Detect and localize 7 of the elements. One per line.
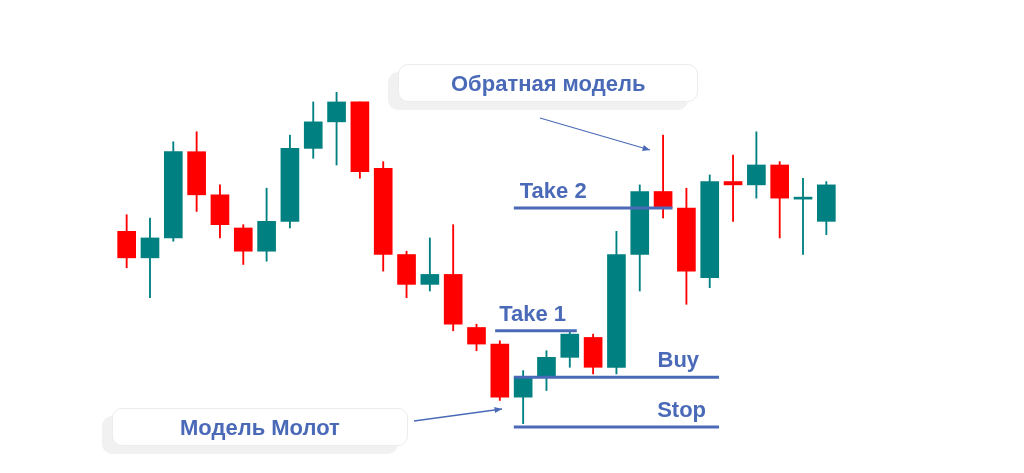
ref-line-label: Stop xyxy=(657,397,707,422)
annotation: Обратная модель xyxy=(451,71,646,97)
ref-line-label: Take 2 xyxy=(519,178,587,204)
ref-line-label: Buy xyxy=(657,347,700,373)
annotation: Модель Молот xyxy=(180,415,340,441)
ref-line-label: Take 1 xyxy=(499,300,567,326)
candlestick xyxy=(723,154,743,222)
